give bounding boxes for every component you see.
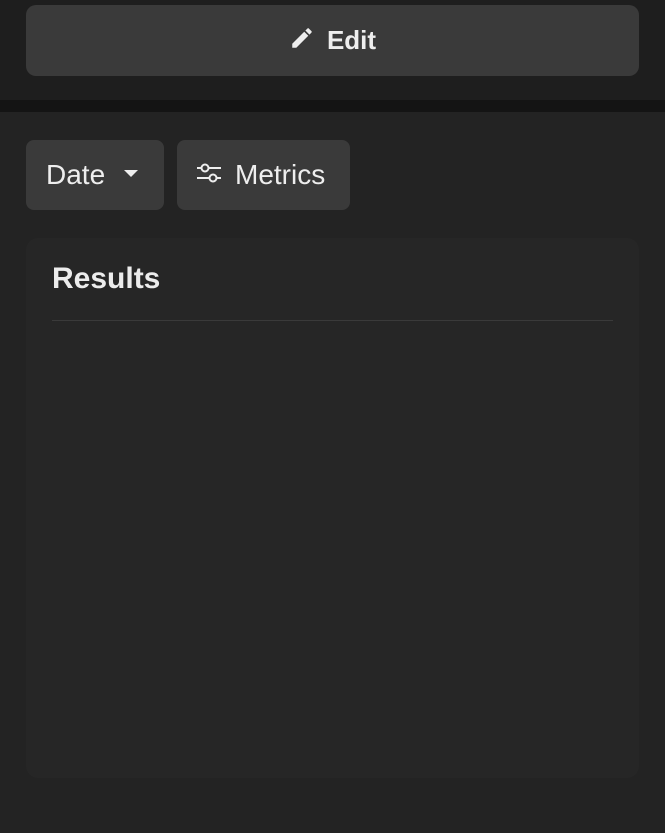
metrics-filter-label: Metrics — [235, 159, 326, 190]
section-divider — [0, 100, 665, 112]
placeholder — [52, 466, 613, 500]
sliders-icon — [195, 161, 223, 190]
edit-label: Edit — [326, 25, 377, 55]
results-card: Results — [26, 238, 639, 778]
pencil-icon — [289, 25, 315, 56]
results-divider — [52, 320, 613, 321]
top-region: Edit — [0, 0, 665, 100]
edit-button[interactable]: Edit — [26, 5, 639, 76]
metrics-filter-button[interactable]: Metrics — [177, 140, 350, 210]
caret-down-icon — [123, 166, 139, 184]
date-filter-button[interactable]: Date — [26, 140, 164, 210]
insights-section: Date Metrics Results — [0, 112, 665, 833]
date-filter-label: Date — [46, 159, 106, 190]
results-title: Results — [52, 262, 161, 295]
